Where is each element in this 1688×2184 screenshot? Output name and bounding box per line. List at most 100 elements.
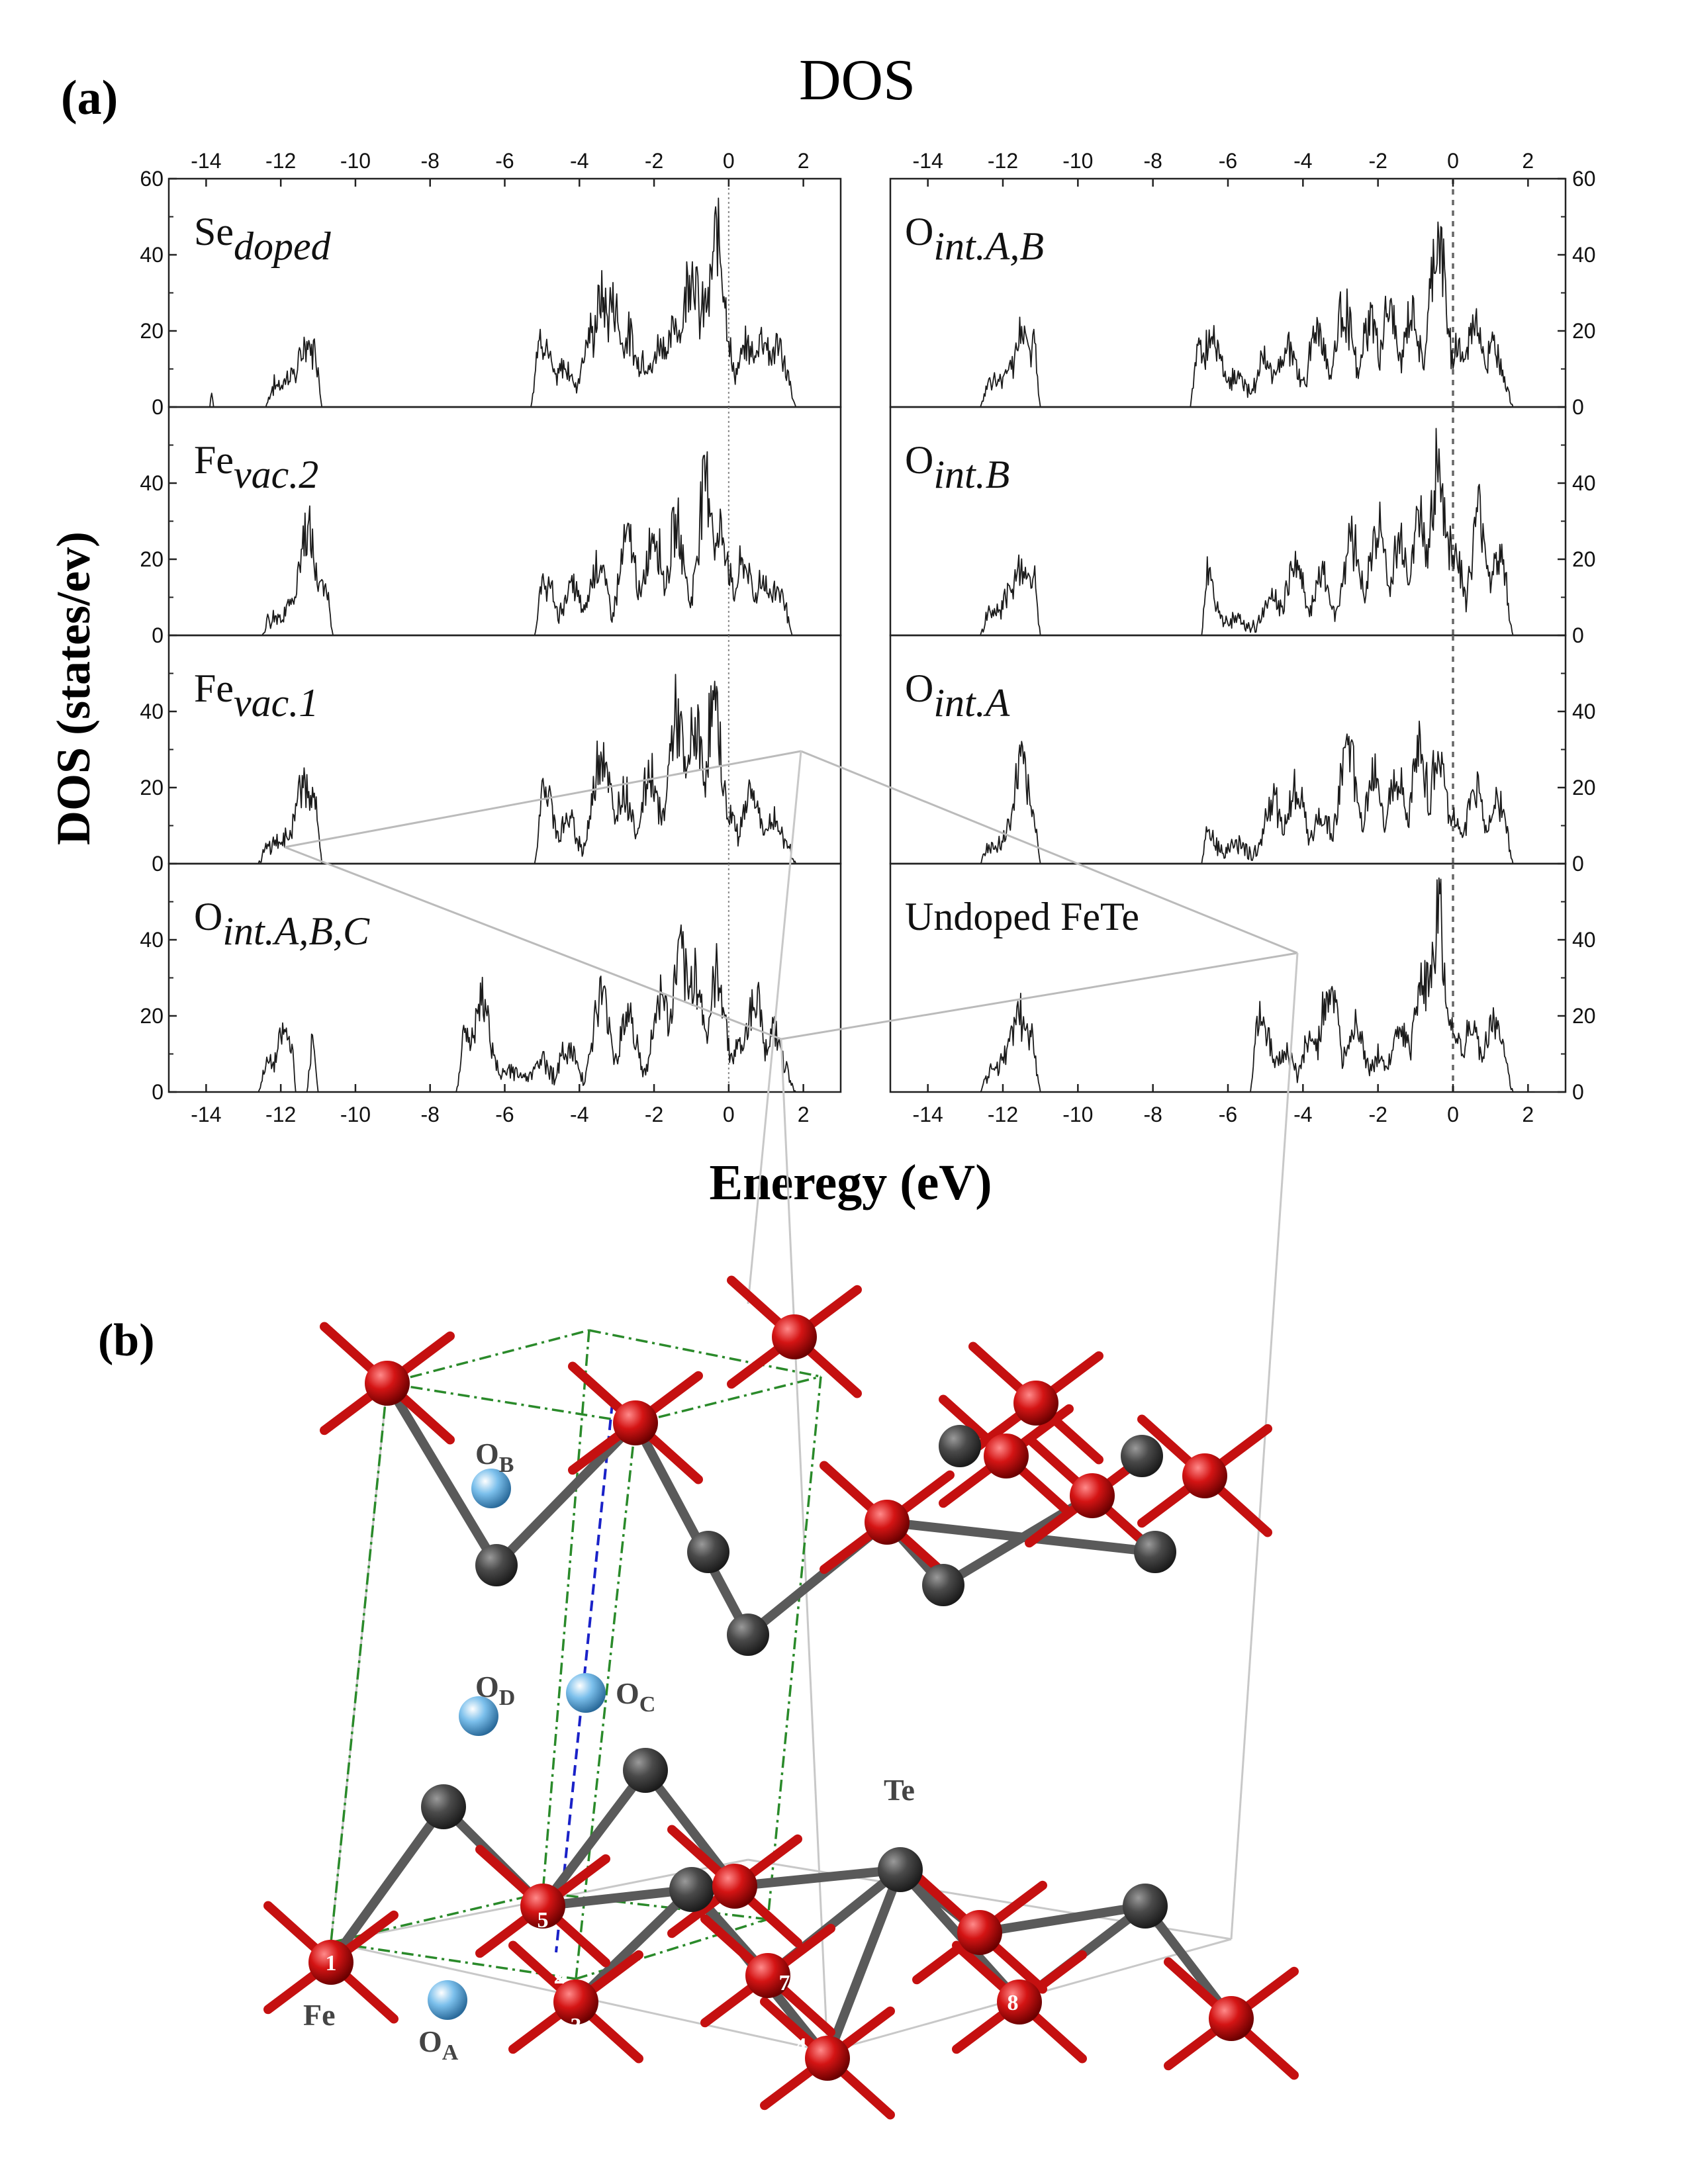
- x-tick-label-top: -4: [1293, 149, 1312, 173]
- supercell-edge: [330, 1941, 577, 1980]
- y-tick-label: 20: [140, 776, 164, 799]
- fe-atom: [984, 1433, 1029, 1479]
- y-tick-label: 0: [152, 852, 164, 876]
- x-tick-label-bottom: -2: [1368, 1103, 1387, 1126]
- y-tick-label: 20: [140, 1004, 164, 1028]
- dos-panel-fe_vac1: 0 20 40 Fevac.1: [140, 634, 842, 876]
- dos-panel-o_int_ab: 0 20 40 60 -14 -12 -10 -8 -6 -4 -2 0 2 Oint.A,B: [889, 149, 1596, 419]
- fe-site-number: 6: [753, 1918, 764, 1942]
- x-tick-label-bottom: 2: [798, 1103, 810, 1126]
- x-tick-label-top: -6: [1219, 149, 1237, 173]
- fe-atom: [1182, 1453, 1227, 1498]
- x-tick-label-top: -6: [495, 149, 514, 173]
- dos-series-line: [890, 720, 1535, 864]
- panel-frame: [889, 177, 1567, 408]
- site-label-sub: D: [499, 1686, 516, 1710]
- fe-atom: [745, 1953, 790, 1998]
- x-tick-label-bottom: -10: [1062, 1103, 1093, 1126]
- fe-label: Fe: [303, 1998, 336, 2032]
- fe-atom: [553, 1979, 598, 2025]
- bond: [975, 1901, 1150, 1937]
- panel-frame: [167, 177, 842, 408]
- x-tick-label-top: -8: [420, 149, 439, 173]
- dos-series-line: [890, 221, 1535, 408]
- panel-label-sub: vac.1: [234, 681, 318, 725]
- site-label-sub: B: [499, 1453, 514, 1477]
- te-atom: [687, 1531, 729, 1573]
- x-tick-label-bottom: 0: [1447, 1103, 1459, 1126]
- bond: [631, 1418, 753, 1639]
- site-label-sub: C: [639, 1692, 656, 1717]
- y-axis-title: DOS (states/ev): [47, 531, 100, 845]
- unit-cell-edge: [747, 751, 802, 1304]
- panel-frame: [167, 406, 842, 637]
- panel-b-label: (b): [98, 1315, 155, 1366]
- site-label-main: O: [475, 1437, 499, 1471]
- x-tick-label-bottom: -14: [191, 1103, 221, 1126]
- bond: [823, 1865, 905, 2063]
- site-label-sub: A: [442, 2040, 459, 2065]
- unit-cell-edge: [284, 750, 802, 848]
- y-tick-label: 0: [1572, 623, 1584, 647]
- x-tick-label-top: 2: [1522, 149, 1534, 173]
- x-axis-title: Eneregy (eV): [709, 1155, 992, 1210]
- y-tick-label: 40: [140, 928, 164, 952]
- fe-atom: [613, 1400, 658, 1445]
- panel-label-sub: int.A: [933, 681, 1009, 725]
- unit-cell-edge: [284, 846, 782, 1040]
- oxygen-interstitial-b: [471, 1469, 511, 1508]
- y-tick-label: 60: [1572, 167, 1596, 191]
- panel-label-main: O: [905, 666, 933, 710]
- dos-panel-se_doped: 0 20 40 60 -14 -12 -10 -8 -6 -4 -2 0 2 Sedoped: [140, 149, 842, 419]
- x-tick-label-top: -2: [645, 149, 663, 173]
- fe-atom: [805, 2036, 850, 2081]
- panel-label-sub: int.A,B,C: [222, 909, 370, 953]
- x-tick-label-top: 0: [1447, 149, 1459, 173]
- te-atom: [623, 1748, 668, 1793]
- y-tick-label: 20: [140, 319, 164, 343]
- panel-label-main: Fe: [194, 666, 234, 710]
- panel-label-sub: doped: [234, 224, 332, 268]
- chart-title: DOS: [799, 48, 915, 113]
- fe-site-number: 1: [326, 1951, 337, 1976]
- fe-atom: [865, 1500, 910, 1545]
- x-tick-label-bottom: 2: [1522, 1103, 1534, 1126]
- x-tick-label-top: -10: [1062, 149, 1093, 173]
- x-tick-label-bottom: -12: [988, 1103, 1018, 1126]
- y-tick-label: 0: [1572, 395, 1584, 419]
- x-tick-label-bottom: -4: [570, 1103, 588, 1126]
- te-atom: [727, 1614, 769, 1656]
- panel-label-main: O: [194, 895, 222, 938]
- y-tick-label: 20: [1572, 547, 1596, 571]
- y-tick-label: 0: [152, 623, 164, 647]
- fe-site-number: 4: [796, 2034, 807, 2058]
- te-atom: [878, 1847, 923, 1892]
- panel-label: Oint.A,B: [905, 210, 1044, 268]
- dos-series-line: [890, 428, 1535, 636]
- panel-label-main: Se: [194, 210, 234, 253]
- y-tick-label: 40: [1572, 700, 1596, 723]
- supercell-edge: [767, 1376, 822, 1920]
- fe-atom: [1209, 1996, 1254, 2041]
- oxygen-site-label: OC: [616, 1676, 655, 1717]
- fe-atom: [520, 1884, 565, 1929]
- site-label-main: O: [475, 1670, 499, 1704]
- panel-frame: [889, 406, 1567, 637]
- fe-site-number: 5: [538, 1908, 549, 1933]
- x-tick-label-top: -8: [1143, 149, 1162, 173]
- bond: [492, 1418, 640, 1570]
- panel-label: Oint.B: [905, 438, 1009, 496]
- panel-label-main: Undoped FeTe: [905, 895, 1139, 938]
- y-tick-label: 20: [140, 547, 164, 571]
- oxygen-interstitial-a: [428, 1980, 467, 2020]
- te-atom: [421, 1784, 466, 1829]
- y-tick-label: 40: [140, 700, 164, 723]
- panel-label-sub: vac.2: [234, 453, 318, 496]
- fe-site-number: 7: [779, 1971, 790, 1995]
- unit-cell-edge: [800, 750, 1298, 954]
- oxygen-site-label: OA: [418, 2025, 459, 2065]
- x-tick-label-top: 2: [798, 149, 810, 173]
- supercell-edge: [635, 1375, 821, 1424]
- fe-atom: [772, 1314, 817, 1359]
- bond: [882, 1518, 1160, 1557]
